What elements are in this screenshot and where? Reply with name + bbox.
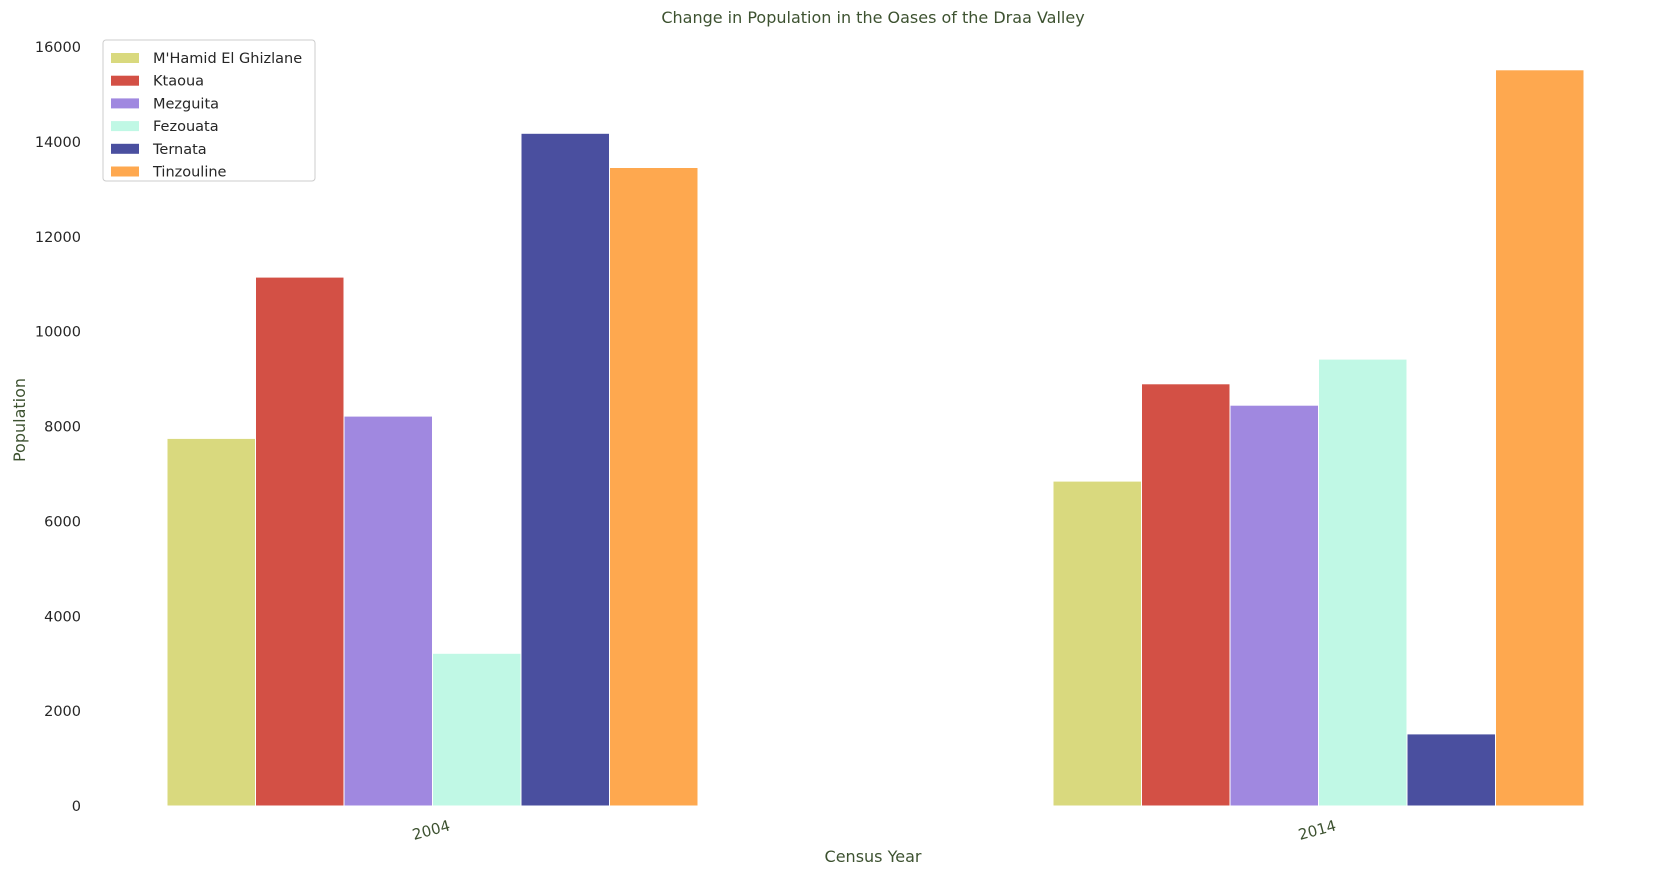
legend-label: Ternata	[152, 142, 207, 158]
bar-ktaoua-2014	[1141, 383, 1231, 807]
legend-swatch	[111, 166, 139, 177]
bar-tinzouline-2004	[609, 167, 699, 807]
legend-label: M'Hamid El Ghizlane	[153, 51, 302, 67]
bar-m-hamid-el-ghizlane-2014	[1052, 480, 1142, 807]
legend-label: Fezouata	[153, 119, 219, 135]
y-tick-label: 10000	[35, 325, 81, 341]
bar-fezouata-2014	[1318, 358, 1408, 807]
y-tick-label: 8000	[44, 420, 81, 436]
legend-swatch	[111, 121, 139, 132]
y-tick-label: 14000	[35, 135, 81, 151]
legend-swatch	[111, 53, 139, 63]
y-tick-label: 16000	[35, 40, 81, 56]
y-tick-label: 12000	[35, 230, 81, 246]
legend-label: Ktaoua	[153, 74, 204, 90]
bar-fezouata-2004	[432, 652, 522, 807]
legend-swatch	[111, 98, 139, 109]
bar-mezguita-2014	[1229, 404, 1319, 807]
y-tick-label: 4000	[44, 609, 81, 625]
y-tick-label: 6000	[44, 514, 81, 530]
y-tick-label: 0	[72, 799, 81, 815]
legend: M'Hamid El Ghizlane Ktaoua Mezguita Fezouat…	[102, 39, 316, 182]
chart-title: Change in Population in the Oases of the…	[661, 8, 1084, 27]
legend-label: Mezguita	[153, 96, 219, 112]
bar-ternata-2014	[1406, 733, 1496, 807]
x-axis-label: Census Year	[825, 847, 922, 866]
bars-group	[166, 69, 1585, 807]
y-axis-label: Population	[10, 378, 29, 462]
y-tick-label: 2000	[44, 704, 81, 720]
bar-tinzouline-2014	[1495, 69, 1585, 807]
x-axis-ticks: 2004 2014	[410, 817, 1338, 844]
legend-frame	[102, 39, 316, 182]
bar-m-hamid-el-ghizlane-2004	[166, 437, 256, 807]
legend-label: Tinzouline	[152, 165, 227, 181]
y-axis-ticks: 0 2000 4000 6000 8000 10000 12000 14000 16000	[35, 40, 81, 815]
bar-ternata-2004	[520, 132, 610, 807]
x-tick-label: 2004	[410, 817, 452, 844]
bar-ktaoua-2004	[255, 276, 345, 807]
bar-mezguita-2004	[343, 415, 433, 807]
x-tick-label: 2014	[1296, 817, 1338, 844]
legend-swatch	[111, 143, 139, 154]
legend-swatch	[111, 75, 139, 86]
